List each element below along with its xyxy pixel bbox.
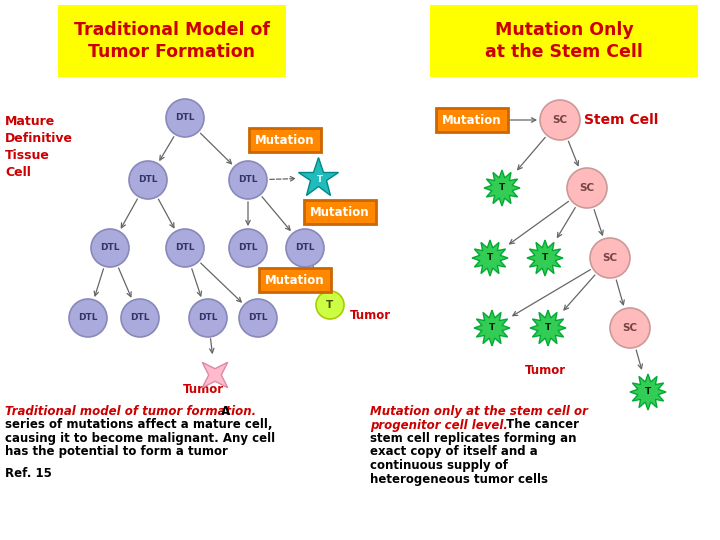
- Text: Tumor: Tumor: [350, 309, 391, 322]
- Polygon shape: [530, 310, 566, 346]
- Text: Ref. 15: Ref. 15: [5, 467, 52, 480]
- Text: The cancer: The cancer: [502, 418, 579, 431]
- Circle shape: [316, 291, 344, 319]
- Text: T: T: [645, 388, 651, 396]
- Text: T: T: [487, 253, 493, 262]
- Circle shape: [69, 299, 107, 337]
- Text: Mutation: Mutation: [255, 133, 315, 146]
- Circle shape: [610, 308, 650, 348]
- Circle shape: [567, 168, 607, 208]
- Circle shape: [166, 99, 204, 137]
- Text: T: T: [542, 253, 548, 262]
- Text: Stem Cell: Stem Cell: [584, 113, 658, 127]
- Text: SC: SC: [580, 183, 595, 193]
- Circle shape: [540, 100, 580, 140]
- Text: DTL: DTL: [175, 113, 194, 123]
- Polygon shape: [527, 240, 563, 276]
- FancyBboxPatch shape: [430, 5, 698, 77]
- Text: A: A: [217, 405, 230, 418]
- Circle shape: [229, 161, 267, 199]
- Text: SC: SC: [603, 253, 618, 263]
- Text: DTL: DTL: [238, 176, 258, 185]
- Text: SC: SC: [622, 323, 638, 333]
- Polygon shape: [630, 374, 666, 410]
- Text: T: T: [499, 184, 505, 192]
- Text: heterogeneous tumor cells: heterogeneous tumor cells: [370, 472, 548, 485]
- Circle shape: [91, 229, 129, 267]
- Text: causing it to become malignant. Any cell: causing it to become malignant. Any cell: [5, 432, 275, 445]
- Circle shape: [189, 299, 227, 337]
- Text: T: T: [545, 323, 551, 333]
- Circle shape: [590, 238, 630, 278]
- Text: DTL: DTL: [78, 314, 98, 322]
- Text: DTL: DTL: [138, 176, 158, 185]
- Text: Mutation Only
at the Stem Cell: Mutation Only at the Stem Cell: [485, 21, 643, 61]
- Text: DTL: DTL: [100, 244, 120, 253]
- Text: Mutation: Mutation: [442, 113, 502, 126]
- Text: Traditional model of tumor formation.: Traditional model of tumor formation.: [5, 405, 256, 418]
- Circle shape: [239, 299, 277, 337]
- Text: Mutation only at the stem cell or: Mutation only at the stem cell or: [370, 405, 588, 418]
- Text: Mutation: Mutation: [265, 273, 325, 287]
- Text: Mutation: Mutation: [310, 206, 370, 219]
- FancyBboxPatch shape: [58, 5, 286, 77]
- Text: continuous supply of: continuous supply of: [370, 459, 508, 472]
- Text: Traditional Model of
Tumor Formation: Traditional Model of Tumor Formation: [74, 21, 270, 61]
- Text: Mature
Definitive
Tissue
Cell: Mature Definitive Tissue Cell: [5, 115, 73, 179]
- Polygon shape: [202, 362, 228, 388]
- Text: series of mutations affect a mature cell,: series of mutations affect a mature cell…: [5, 418, 272, 431]
- Circle shape: [129, 161, 167, 199]
- FancyBboxPatch shape: [249, 128, 321, 152]
- Circle shape: [286, 229, 324, 267]
- Text: DTL: DTL: [198, 314, 217, 322]
- Text: T: T: [317, 174, 323, 184]
- Polygon shape: [472, 240, 508, 276]
- Circle shape: [121, 299, 159, 337]
- Text: T: T: [326, 300, 333, 310]
- Circle shape: [166, 229, 204, 267]
- FancyBboxPatch shape: [304, 200, 376, 224]
- Text: SC: SC: [552, 115, 567, 125]
- Text: has the potential to form a tumor: has the potential to form a tumor: [5, 446, 228, 458]
- FancyBboxPatch shape: [259, 268, 331, 292]
- FancyBboxPatch shape: [436, 108, 508, 132]
- Circle shape: [229, 229, 267, 267]
- Text: DTL: DTL: [175, 244, 194, 253]
- Text: Tumor: Tumor: [524, 363, 566, 376]
- Text: DTL: DTL: [295, 244, 315, 253]
- Text: stem cell replicates forming an: stem cell replicates forming an: [370, 432, 577, 445]
- Text: DTL: DTL: [238, 244, 258, 253]
- Text: T: T: [489, 323, 495, 333]
- Text: DTL: DTL: [248, 314, 268, 322]
- Text: DTL: DTL: [130, 314, 150, 322]
- Polygon shape: [484, 170, 520, 206]
- Text: Tumor: Tumor: [182, 383, 224, 396]
- Text: exact copy of itself and a: exact copy of itself and a: [370, 446, 538, 458]
- Polygon shape: [474, 310, 510, 346]
- Text: progenitor cell level.: progenitor cell level.: [370, 418, 508, 431]
